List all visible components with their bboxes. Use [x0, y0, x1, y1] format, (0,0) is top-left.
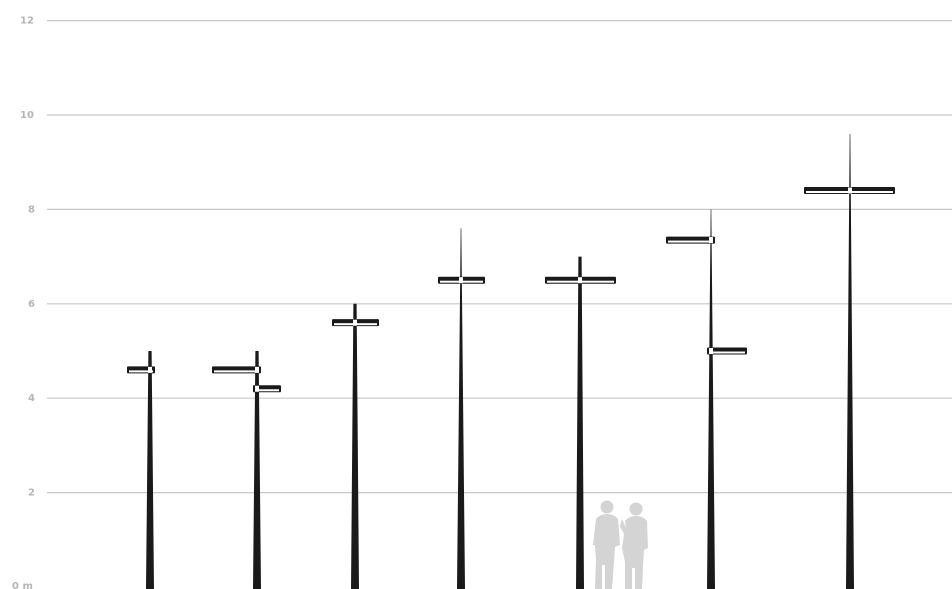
luminaire-2 — [707, 347, 747, 355]
pole-shaft — [576, 256, 584, 589]
luminaire-lens — [709, 351, 745, 354]
pole-6 — [666, 209, 747, 589]
tick-label-12: 12 — [20, 16, 34, 27]
tick-label-0: 0 m — [12, 581, 33, 589]
luminaire-1 — [545, 276, 616, 284]
luminaire-1 — [332, 319, 379, 327]
pole-shaft — [146, 351, 154, 589]
tick-label-8: 8 — [28, 204, 35, 215]
luminaire-clamp — [848, 187, 852, 194]
pole-4 — [438, 228, 485, 589]
pole-7 — [804, 133, 895, 589]
pole-5 — [545, 256, 616, 589]
luminaire-clamp — [709, 348, 713, 354]
luminaire-2 — [253, 385, 281, 393]
pole-3 — [332, 303, 379, 589]
pole-shaft — [253, 351, 261, 589]
luminaire-clamp — [255, 385, 259, 392]
luminaire-lens — [214, 370, 259, 373]
luminaire-1 — [212, 366, 261, 374]
luminaire-clamp — [578, 277, 582, 284]
luminaire-clamp — [459, 277, 463, 284]
pole-shaft — [351, 303, 359, 589]
pole-1 — [127, 351, 155, 589]
tick-label-10: 10 — [20, 110, 34, 121]
lighting-poles — [127, 133, 895, 589]
luminaire-lens — [255, 389, 279, 392]
tick-label-2: 2 — [28, 488, 35, 499]
luminaire-1 — [666, 236, 715, 244]
pole-shaft — [707, 209, 715, 589]
gridlines — [47, 20, 952, 494]
pole-2 — [212, 351, 281, 589]
luminaire-clamp — [353, 319, 357, 326]
y-axis-tick-labels: 0 m 2 4 6 8 10 12 — [12, 16, 35, 589]
tick-label-6: 6 — [28, 299, 35, 310]
pole-shaft — [846, 133, 854, 589]
luminaire-1 — [804, 187, 895, 195]
luminaire-clamp — [255, 366, 259, 373]
person-left-figure — [593, 500, 620, 589]
tick-label-4: 4 — [28, 393, 35, 404]
person-right-figure — [620, 502, 648, 589]
luminaire-1 — [127, 366, 155, 374]
luminaire-clamp — [709, 237, 713, 244]
luminaire-lens — [668, 240, 713, 243]
luminaire-clamp — [148, 366, 152, 373]
pole-shaft — [457, 228, 465, 589]
luminaire-1 — [438, 276, 485, 284]
scale-figures-people — [593, 500, 648, 589]
luminaire-lens — [129, 370, 153, 373]
